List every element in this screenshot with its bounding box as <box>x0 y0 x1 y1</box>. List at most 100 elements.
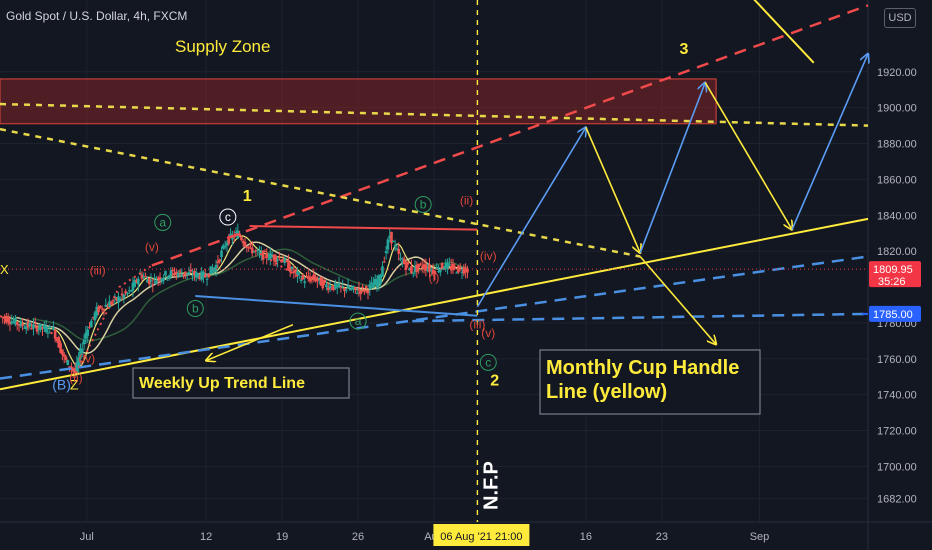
y-tick-label: 1760.00 <box>877 354 917 366</box>
time-cursor-text: 06 Aug '21 21:00 <box>440 531 522 543</box>
candle-body <box>222 245 225 249</box>
candle-body <box>310 276 314 279</box>
candle-body <box>290 267 294 270</box>
candle-body <box>196 273 200 277</box>
candle-body <box>151 284 155 286</box>
candle-body <box>326 287 330 290</box>
x-tick-label: 16 <box>580 531 592 543</box>
candle-body <box>417 263 420 268</box>
y-tick-label: 1880.00 <box>877 139 917 151</box>
candle-body <box>211 268 214 274</box>
candle-body <box>225 242 229 246</box>
current-price-tag-countdown: 35:26 <box>878 276 906 288</box>
x-tick-label: 12 <box>200 531 212 543</box>
candle-body <box>62 354 66 357</box>
candle-body <box>263 251 267 253</box>
candle-body <box>270 256 274 258</box>
weekly-up-trend-line <box>0 255 869 380</box>
candle-body <box>153 277 156 279</box>
candle-body <box>449 265 453 271</box>
candle-body <box>455 272 458 274</box>
candle-body <box>466 269 469 273</box>
candle-body <box>297 272 301 274</box>
candle-body <box>191 275 194 277</box>
candle-body <box>205 278 209 280</box>
candle-body <box>35 326 39 332</box>
candle-body <box>379 274 382 284</box>
candle-body <box>207 273 211 278</box>
candle-body <box>397 248 401 254</box>
candle-body <box>32 324 35 329</box>
candle-body <box>395 248 399 250</box>
time-cursor-tag <box>433 524 530 546</box>
candle-body <box>43 325 46 329</box>
candle-body <box>1 316 5 318</box>
currency-badge[interactable]: USD <box>884 8 916 28</box>
candle-body <box>180 273 184 277</box>
candle-body <box>354 287 357 290</box>
candle-body <box>301 275 305 280</box>
candle-body <box>390 231 393 244</box>
candle-body <box>252 251 256 253</box>
candle-body <box>21 323 24 326</box>
candle-body <box>355 292 359 294</box>
candle-body <box>411 272 415 274</box>
candle-body <box>86 329 90 336</box>
candle-body <box>288 267 292 273</box>
breakdown-arrow <box>639 255 716 345</box>
current-price-tag <box>869 261 921 288</box>
candle-body <box>457 265 460 273</box>
moving-average-slow <box>32 248 467 342</box>
candle-body <box>135 279 138 282</box>
candle-body <box>422 264 426 269</box>
candle-body <box>189 269 193 272</box>
candle-body <box>57 337 61 348</box>
candle-body <box>372 284 375 289</box>
candle-body <box>408 268 411 271</box>
candle-body <box>296 271 299 276</box>
candle-body <box>344 290 348 292</box>
candle-body <box>410 266 413 274</box>
level-price-tag <box>869 305 921 322</box>
candle-body <box>0 315 3 317</box>
candle-body <box>337 283 341 288</box>
candle-body <box>71 368 75 372</box>
candle-body <box>368 284 372 290</box>
wave-circle <box>186 300 204 318</box>
yellow-dashed-descending-line <box>0 127 641 258</box>
candle-body <box>169 270 173 276</box>
x-tick-label: Jul <box>80 531 94 543</box>
wave-label: (v) <box>145 240 159 254</box>
candle-body <box>426 269 429 271</box>
wave-circle <box>154 213 172 231</box>
y-tick-label: 1920.00 <box>877 67 917 79</box>
candle-body <box>339 285 343 287</box>
wave-label: (i) <box>429 271 440 285</box>
candle-body <box>243 241 247 247</box>
candle-body <box>303 281 307 284</box>
candle-body <box>223 246 227 248</box>
candle-body <box>460 271 464 273</box>
candle-body <box>198 276 202 280</box>
wave-dotted-path-2 <box>249 246 305 281</box>
candle-body <box>102 308 106 311</box>
candle-body <box>167 275 171 278</box>
candle-body <box>278 257 281 259</box>
level-price-tag-text: 1785.00 <box>873 309 913 321</box>
b-left-label: (B) <box>52 376 71 392</box>
candle-body <box>59 343 62 353</box>
candle-body <box>366 290 370 294</box>
projection-arrow <box>791 54 868 230</box>
candle-body <box>218 259 222 262</box>
candle-body <box>33 322 37 324</box>
cup-handle-label-box <box>539 349 761 415</box>
candle-body <box>419 263 422 265</box>
trendline-pointer-arrow <box>206 323 294 361</box>
candle-body <box>66 360 70 365</box>
candle-body <box>160 278 164 282</box>
x-tick-label: 23 <box>656 531 668 543</box>
candle-body <box>444 262 448 269</box>
candle-body <box>429 269 433 271</box>
